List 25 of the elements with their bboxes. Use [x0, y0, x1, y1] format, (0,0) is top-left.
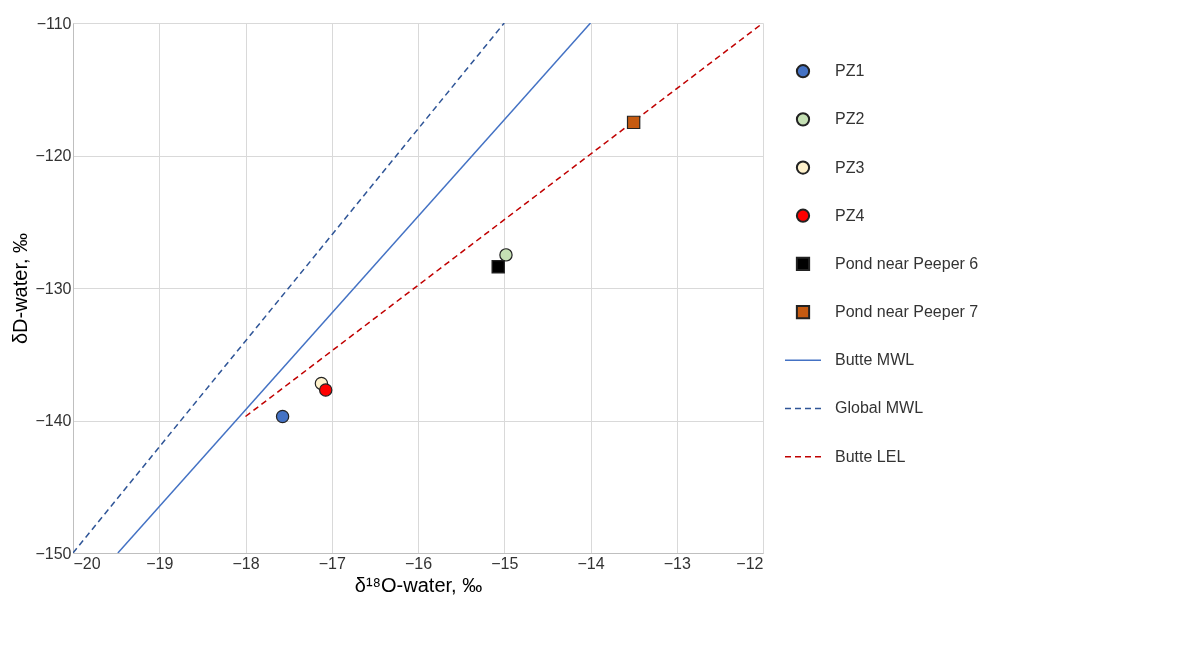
legend-label: Butte LEL	[835, 447, 906, 465]
y-tick-label: −140	[35, 412, 72, 429]
legend-label: Global MWL	[835, 399, 924, 417]
x-axis-title: δ¹⁸O-water, ‰	[354, 573, 483, 596]
legend-label: PZ4	[835, 206, 865, 224]
y-tick-label: −150	[35, 544, 72, 562]
x-tick-label: −12	[736, 554, 764, 572]
legend-label: PZ1	[835, 62, 865, 80]
x-tick-label: −13	[663, 554, 691, 572]
x-tick-label: −17	[318, 554, 346, 572]
y-tick-label: −130	[35, 279, 72, 297]
x-tick-label: −14	[577, 554, 605, 572]
x-tick-label: −18	[232, 554, 260, 572]
x-tick-label: −15	[491, 554, 519, 572]
legend-label: Pond near Peeper 6	[835, 254, 979, 272]
y-axis-title: δD-water, ‰	[9, 232, 32, 345]
y-tick-label: −120	[35, 147, 72, 164]
legend-label: PZ3	[835, 158, 865, 176]
y-tick-label: −110	[36, 14, 72, 32]
legend-label: PZ2	[835, 110, 865, 128]
legend-label: Butte MWL	[835, 351, 915, 369]
legend-label: Pond near Peeper 7	[835, 303, 979, 321]
x-tick-label: −19	[146, 554, 174, 572]
x-tick-label: −20	[73, 554, 101, 572]
x-tick-label: −16	[404, 554, 433, 572]
